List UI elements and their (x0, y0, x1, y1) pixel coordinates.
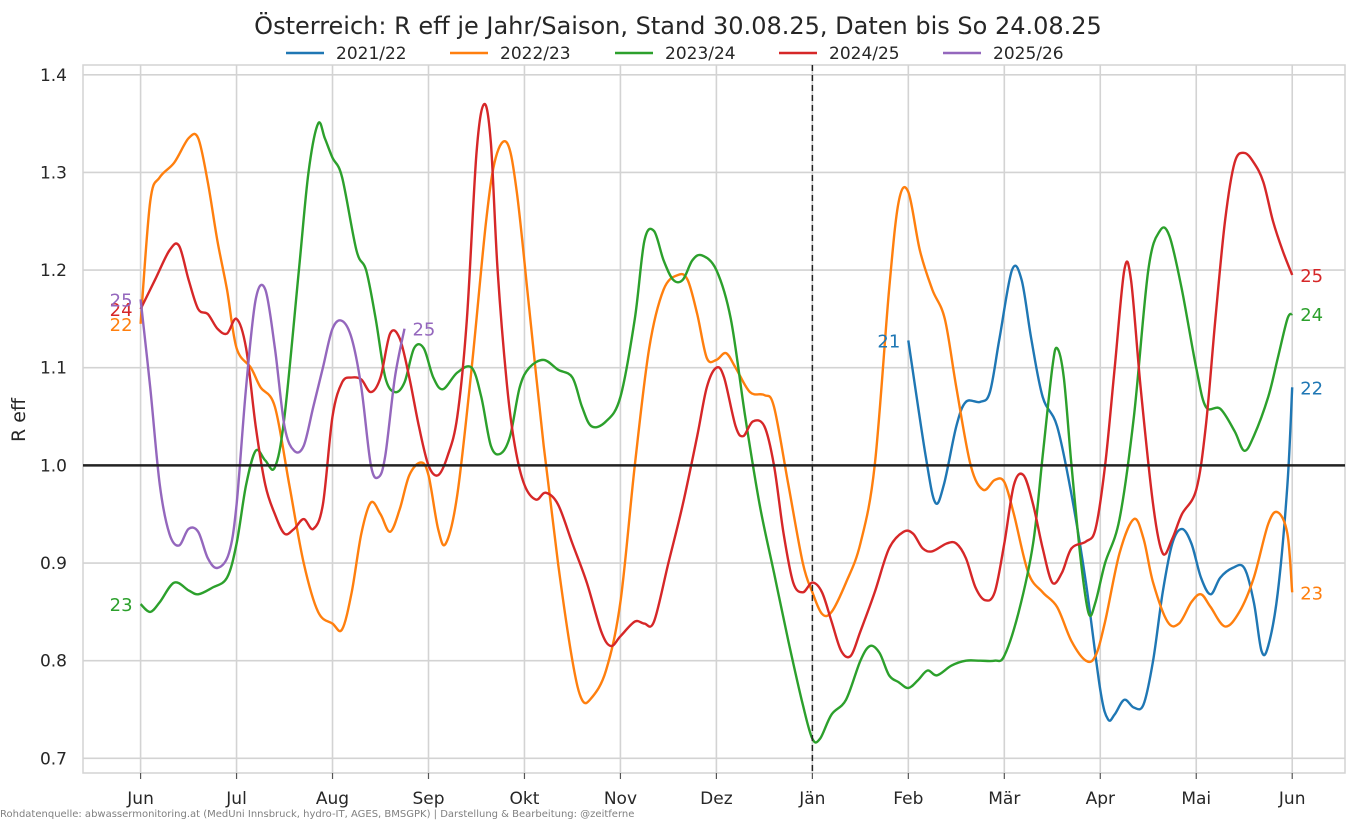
series-layer (139, 102, 1294, 744)
x-tick-label: Mai (1181, 789, 1211, 809)
series-line-2024-25 (139, 102, 1294, 659)
y-axis: 0.7 0.8 0.9 1.0 1.1 1.2 1.3 1.4 (40, 66, 67, 770)
x-tick-label: Jul (225, 789, 247, 809)
legend-label: 2021/22 (336, 44, 407, 64)
x-tick-label: Apr (1086, 789, 1115, 809)
x-tick-label: Dez (700, 789, 733, 809)
y-tick-label: 1.4 (40, 66, 67, 86)
series-start-label-2022-23: 22 (110, 315, 133, 336)
legend-label: 2023/24 (665, 44, 736, 64)
x-tick-label: Sep (412, 789, 444, 809)
series-end-label-2021-22: 22 (1300, 378, 1323, 399)
series-line-2021-22 (907, 264, 1294, 722)
plot-area (82, 64, 1346, 774)
y-axis-label: R eff (8, 397, 30, 442)
reference-lines (83, 65, 1345, 773)
x-tick-label: Jun (1278, 789, 1306, 809)
x-tick-label: Aug (316, 789, 349, 809)
legend: 2021/22 2022/23 2023/24 2024/25 2025/26 (286, 44, 1064, 64)
y-tick-label: 1.0 (40, 456, 67, 476)
y-tick-label: 1.2 (40, 261, 67, 281)
series-start-label-2025-26: 25 (110, 290, 133, 311)
x-tick-label: Mär (988, 789, 1020, 809)
series-line-2023-24 (139, 121, 1294, 744)
series-line-2025-26 (139, 283, 406, 570)
series-start-label-2024-25: 24 (110, 300, 133, 321)
y-tick-label: 0.8 (40, 652, 67, 672)
chart-title: Österreich: R eff je Jahr/Saison, Stand … (254, 11, 1102, 40)
series-end-label-2023-24: 24 (1300, 305, 1323, 326)
legend-label: 2024/25 (829, 44, 900, 64)
x-axis: Jun Jul Aug Sep Okt Nov Dez Jän Feb Mär Apr Mai Jun (126, 773, 1305, 809)
y-tick-label: 0.9 (40, 554, 67, 574)
series-start-label-2021-22: 21 (877, 331, 900, 352)
y-tick-label: 1.1 (40, 359, 67, 379)
series-line-2022-23 (139, 132, 1294, 705)
legend-label: 2025/26 (993, 44, 1064, 64)
x-tick-label: Jän (798, 789, 825, 809)
series-end-label-2025-26: 25 (412, 320, 435, 341)
footnote: Rohdatenquelle: abwassermonitoring.at (M… (0, 809, 634, 820)
plot-frame (82, 64, 1346, 774)
x-tick-label: Feb (893, 789, 923, 809)
series-end-label-2024-25: 25 (1300, 266, 1323, 287)
x-tick-label: Okt (510, 789, 540, 809)
legend-label: 2022/23 (500, 44, 571, 64)
x-tick-label: Nov (604, 789, 637, 809)
y-tick-label: 0.7 (40, 749, 67, 769)
x-tick-label: Jun (126, 789, 154, 809)
series-end-label-2022-23: 23 (1300, 583, 1323, 604)
series-start-label-2023-24: 23 (110, 595, 133, 616)
y-tick-label: 1.3 (40, 163, 67, 183)
